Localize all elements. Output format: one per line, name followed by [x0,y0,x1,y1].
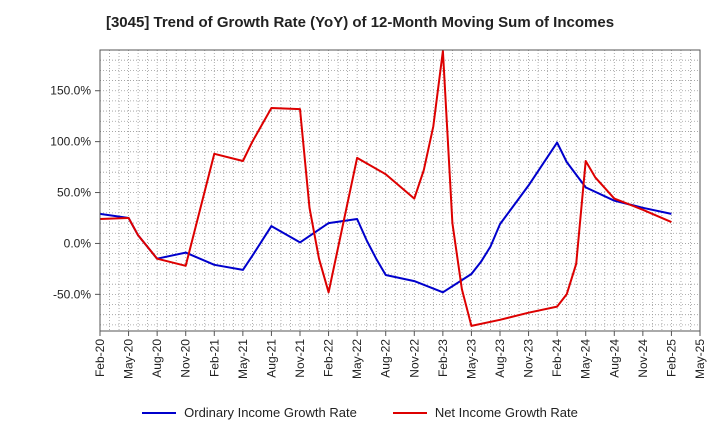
legend-item-ordinary: Ordinary Income Growth Rate [142,405,357,420]
y-tick-label: -50.0% [53,287,91,301]
x-tick-label: Nov-22 [407,339,421,378]
x-tick-label: May-21 [236,339,250,379]
x-tick-label: Feb-20 [93,339,107,377]
legend: Ordinary Income Growth Rate Net Income G… [0,405,720,420]
x-tick-label: Feb-22 [322,339,336,377]
x-tick-label: Nov-20 [179,339,193,378]
x-tick-label: Feb-24 [550,339,564,377]
legend-label-net: Net Income Growth Rate [434,405,578,420]
x-tick-label: May-24 [579,339,593,379]
legend-item-net: Net Income Growth Rate [392,405,578,420]
series-line-net-income [99,50,672,327]
legend-swatch-ordinary [142,411,177,414]
x-tick-label: Aug-21 [264,339,278,378]
x-tick-label: Feb-25 [664,339,678,377]
x-tick-label: May-20 [122,339,136,379]
x-tick-label: Aug-24 [607,339,621,378]
x-tick-label: Feb-21 [207,339,221,377]
x-tick-label: Feb-23 [436,339,450,377]
x-tick-label: Nov-23 [522,339,536,378]
series-lines [99,50,672,327]
legend-label-ordinary: Ordinary Income Growth Rate [184,405,357,420]
y-tick-label: 150.0% [50,84,91,98]
x-tick-label: Aug-23 [493,339,507,378]
y-tick-label: 100.0% [50,135,91,149]
x-tick-label: May-22 [350,339,364,379]
y-axis-ticks: -50.0% 0.0% 50.0% 100.0% 150.0% [50,84,100,301]
x-tick-label: May-23 [464,339,478,379]
x-tick-label: Nov-21 [293,339,307,378]
x-axis-ticks: Feb-20 May-20 Aug-20 Nov-20 Feb-21 May-21 Aug-… [93,331,707,379]
y-tick-label: 50.0% [57,186,91,200]
x-tick-label: Aug-22 [379,339,393,378]
grid-lines [100,49,700,331]
series-line-ordinary-income [99,141,672,294]
x-tick-label: Aug-20 [150,339,164,378]
y-tick-label: 0.0% [64,236,92,250]
x-tick-label: Nov-24 [636,339,650,378]
chart-title: [3045] Trend of Growth Rate (YoY) of 12-… [105,14,615,31]
x-tick-label: May-25 [693,339,707,379]
legend-swatch-net [392,411,427,414]
plot-frame [99,49,701,332]
